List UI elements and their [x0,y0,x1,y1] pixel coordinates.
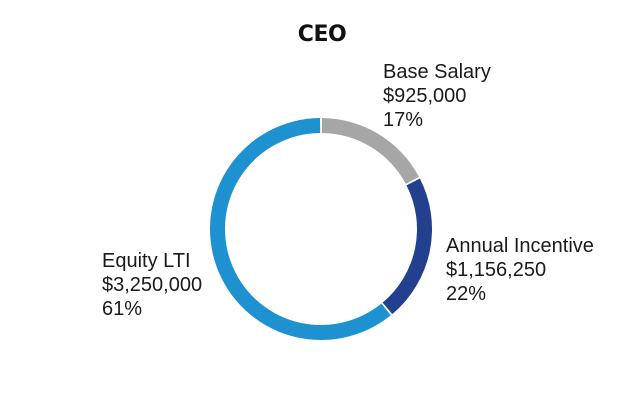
slice-equity-lti [210,118,391,340]
slice-label-equity-lti: Equity LTI $3,250,000 61% [102,249,202,321]
slice-annual-incentive [382,178,432,315]
slice-label-percent: 22% [446,283,487,305]
slice-label-name: Equity LTI [102,250,191,272]
slice-label-amount: $1,156,250 [446,259,547,281]
slice-base-salary [321,118,419,184]
slice-label-name: Annual Incentive [446,235,594,257]
slice-label-percent: 61% [102,298,143,320]
slice-label-amount: $3,250,000 [102,274,203,296]
slice-label-percent: 17% [383,109,424,131]
slice-label-base-salary: Base Salary $925,000 17% [383,60,491,132]
chart-title: CEO [297,22,347,47]
slice-label-amount: $925,000 [383,85,467,107]
slice-label-annual-incentive: Annual Incentive $1,156,250 22% [446,234,594,306]
slice-label-name: Base Salary [383,61,491,83]
